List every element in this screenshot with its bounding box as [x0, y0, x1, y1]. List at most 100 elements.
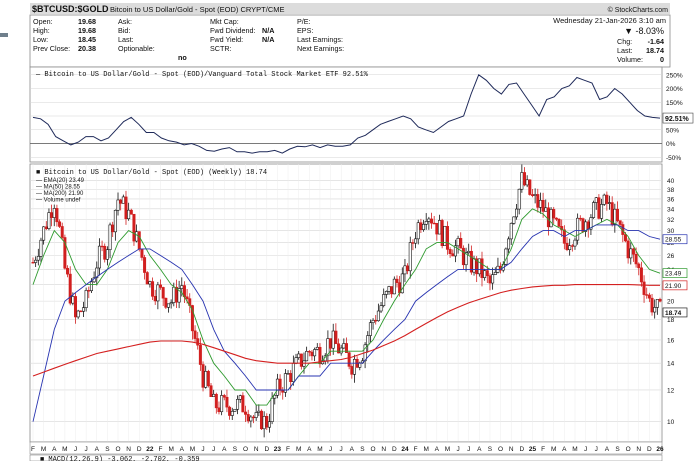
candle-body: [602, 194, 606, 205]
candle-body: [105, 249, 109, 260]
candle-body: [395, 278, 399, 283]
x-tick-label: J: [212, 446, 215, 453]
x-tick-label: 22: [146, 446, 154, 453]
candle-body: [246, 414, 250, 422]
stat-label: P/E:: [297, 17, 311, 26]
candle-body: [228, 406, 232, 416]
candle-body: [456, 238, 460, 247]
series-legend-entry: — Volume undef: [36, 198, 81, 204]
symbol-subtitle: Bitcoin to US Dollar/Gold - Spot (EOD) C…: [110, 5, 285, 14]
candle-body: [310, 351, 314, 357]
stat-value: 18.74: [646, 46, 664, 55]
candle-body: [533, 194, 537, 196]
price-legend-title: ■ Bitcoin to US Dollar/Gold - Spot (EOD)…: [36, 169, 267, 177]
last-value-tag: [662, 112, 694, 124]
candle-body: [390, 286, 394, 295]
candle-body: [177, 288, 181, 303]
candle-body: [111, 224, 115, 233]
candle-body: [34, 259, 38, 263]
candle-body: [143, 257, 147, 273]
x-tick-label: S: [488, 446, 493, 453]
candle-body: [172, 286, 176, 303]
candle-body: [589, 217, 593, 230]
candle-body: [307, 351, 311, 353]
date-time: Wednesday 21-Jan-2026 3:10 am: [553, 16, 666, 25]
x-tick-label: A: [307, 446, 312, 453]
y-tick-label: 12: [667, 387, 675, 394]
candle-body: [267, 421, 271, 428]
last-value-label: 92.51%: [665, 116, 690, 123]
candle-body: [440, 220, 444, 246]
stat-label: SCTR:: [210, 44, 232, 53]
candle-body: [236, 399, 240, 410]
x-tick-label: M: [445, 446, 450, 453]
x-tick-label: S: [105, 446, 110, 453]
candle-body: [592, 202, 596, 218]
candle-body: [384, 291, 388, 295]
sidebar-toggle-marker[interactable]: [0, 33, 8, 37]
candle-body: [464, 252, 468, 266]
y-tick-label: 16: [667, 337, 675, 344]
candle-body: [68, 273, 72, 304]
x-tick-label: A: [222, 446, 227, 453]
candle-body: [530, 194, 534, 196]
x-tick-label: O: [371, 446, 376, 453]
x-tick-label: N: [509, 446, 514, 453]
y-tick-label: 20: [667, 299, 675, 306]
x-tick-label: N: [636, 446, 641, 453]
stat-value: 0: [660, 55, 664, 64]
candle-body: [305, 351, 309, 362]
x-tick-label: A: [477, 446, 482, 453]
candle-body: [87, 290, 91, 292]
x-tick-label: J: [340, 446, 343, 453]
candle-body: [206, 371, 210, 387]
candle-body: [42, 226, 46, 241]
x-tick-label: F: [31, 446, 35, 453]
x-tick-label: J: [584, 446, 587, 453]
x-tick-label: F: [286, 446, 290, 453]
candle-body: [408, 242, 412, 272]
candle-body: [254, 412, 258, 418]
candle-body: [289, 373, 293, 382]
candle-body: [238, 395, 242, 400]
candle-body: [549, 209, 553, 228]
candle-body: [95, 267, 99, 279]
candle-body: [523, 172, 527, 186]
candle-body: [517, 188, 521, 210]
ratio-line: [32, 74, 661, 154]
y-tick-label: 150%: [666, 100, 683, 107]
x-tick-label: 26: [656, 446, 664, 453]
candle-body: [329, 338, 333, 349]
candle-body: [169, 302, 173, 305]
x-tick-label: D: [264, 446, 269, 453]
ma-last-tag: [662, 234, 688, 245]
candle-body: [650, 297, 654, 313]
candle-body: [528, 179, 532, 195]
ma-last-label: 28.55: [665, 237, 682, 244]
candle-body: [71, 296, 75, 304]
candle-body: [642, 281, 646, 295]
candle-body: [576, 217, 580, 241]
y-tick-label: 32: [667, 217, 675, 224]
x-tick-label: N: [254, 446, 259, 453]
candle-body: [39, 239, 43, 257]
candle-body: [161, 287, 165, 299]
candle-body: [63, 237, 67, 269]
candle-body: [225, 396, 229, 408]
candle-body: [573, 239, 577, 247]
candle-body: [432, 222, 436, 225]
candle-body: [209, 385, 213, 397]
header-stats: Open: 19.68 High: 19.68 Low: 18.45 Prev Close:…: [33, 17, 664, 64]
candle-body: [411, 242, 415, 244]
candle-body: [414, 238, 418, 244]
candle-body: [416, 222, 420, 240]
candle-body: [36, 256, 40, 261]
optionable-value: no: [178, 53, 187, 62]
title-bar: [30, 3, 670, 14]
candle-body: [493, 272, 497, 275]
x-tick-label: 25: [529, 446, 537, 453]
candle-body: [230, 410, 234, 416]
y-tick-label: 26: [667, 253, 675, 260]
candle-body: [374, 320, 378, 322]
candle-body: [568, 245, 572, 250]
